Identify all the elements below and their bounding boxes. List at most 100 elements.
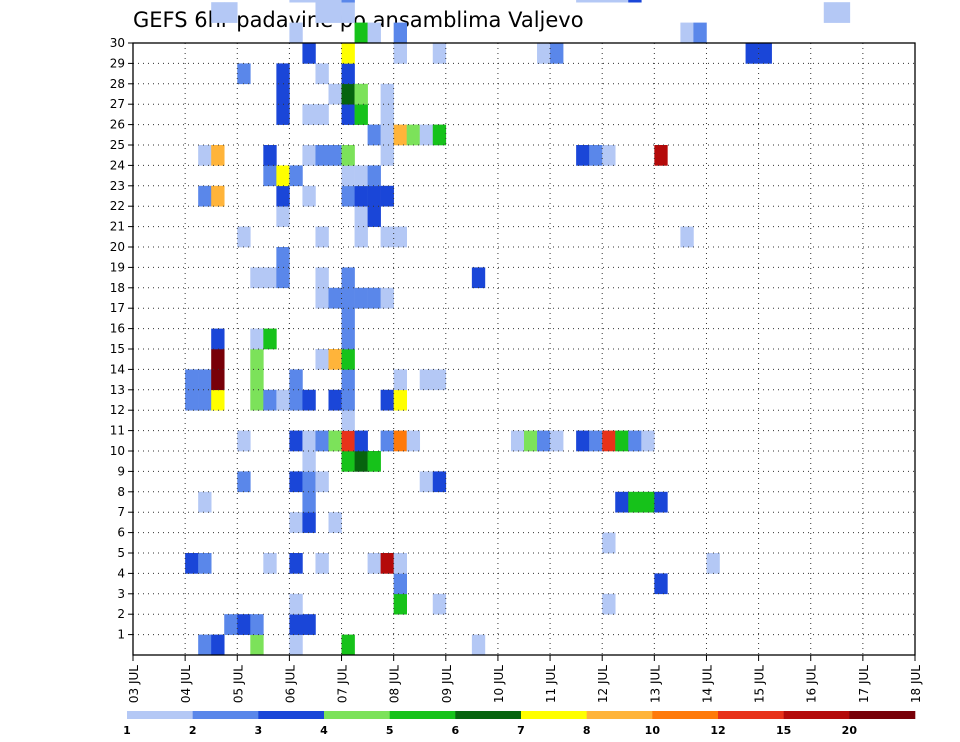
heatmap-cell [237, 63, 251, 85]
heatmap-cell [602, 145, 616, 166]
heatmap-cell [315, 349, 329, 370]
heatmap-cell [289, 369, 303, 391]
heatmap-cell [406, 124, 421, 146]
x-tick-label: 06 JUL [283, 665, 297, 703]
legend-label: 5 [386, 724, 394, 737]
heatmap-cell [393, 573, 407, 595]
y-tick-label: 11 [110, 424, 125, 438]
heatmap-cell [341, 430, 355, 452]
heatmap-cell [341, 267, 355, 289]
heatmap-cell [341, 451, 355, 472]
y-tick-label: 24 [110, 158, 125, 172]
heatmap-cell [263, 328, 277, 350]
heatmap-cell [276, 104, 290, 125]
heatmap-cell [315, 287, 329, 309]
heatmap-cell [341, 2, 355, 23]
heatmap-cell [341, 104, 355, 125]
heatmap-cell [328, 349, 342, 370]
color-legend: 1 2 3 4 5 6 7 8 10 12 15 20 [123, 711, 916, 737]
legend-swatch [389, 711, 456, 719]
heatmap-cell [276, 206, 290, 227]
legend-swatch [324, 711, 390, 719]
heatmap-cell [745, 43, 759, 64]
heatmap-cell [302, 451, 316, 472]
heatmap-cell [237, 614, 251, 635]
y-tick-label: 30 [110, 36, 125, 50]
legend-label: 3 [255, 724, 263, 737]
heatmap-cell [185, 389, 199, 411]
y-tick-label: 29 [110, 56, 125, 70]
heatmap-cell [341, 287, 355, 309]
heatmap-cell [380, 389, 394, 411]
heatmap-cell [380, 226, 394, 248]
heatmap-cell [537, 43, 551, 64]
heatmap-cell [380, 185, 394, 207]
heatmap-cell [758, 43, 772, 64]
x-tick-label: 16 JUL [805, 665, 819, 703]
heatmap-cell [198, 491, 212, 513]
heatmap-cell [237, 471, 251, 493]
legend-swatch [455, 711, 522, 719]
heatmap-cell [680, 22, 694, 44]
heatmap-cells [185, 0, 851, 656]
heatmap-cell [615, 491, 629, 513]
heatmap-cell [354, 185, 368, 207]
heatmap-cell [628, 0, 642, 3]
heatmap-cell [537, 430, 551, 452]
y-tick-label: 8 [117, 485, 125, 499]
heatmap-cell [367, 206, 381, 227]
heatmap-cell [328, 287, 342, 309]
heatmap-cell [263, 389, 277, 411]
heatmap-cell [432, 593, 447, 615]
heatmap-cell [302, 145, 316, 166]
heatmap-cell [419, 124, 434, 146]
heatmap-cell [289, 389, 303, 411]
heatmap-cell [289, 634, 303, 656]
x-tick-label: 18 JUL [909, 665, 923, 703]
heatmap-cell [393, 593, 407, 615]
legend-swatch [258, 711, 325, 719]
heatmap-cell [589, 0, 603, 3]
heatmap-cell [367, 553, 381, 574]
heatmap-cell [471, 267, 486, 289]
heatmap-cell [576, 430, 590, 452]
heatmap-cell [289, 593, 303, 615]
heatmap-cell [302, 471, 316, 493]
heatmap-cell [302, 104, 316, 125]
heatmap-cell [289, 22, 303, 44]
heatmap-cell [315, 104, 329, 125]
heatmap-cell [276, 247, 290, 268]
heatmap-cell [315, 63, 329, 85]
heatmap-cell [354, 451, 368, 472]
heatmap-cell [602, 0, 616, 3]
heatmap-cell [341, 410, 355, 431]
y-tick-label: 1 [117, 628, 125, 642]
legend-label: 7 [517, 724, 525, 737]
y-tick-label: 15 [110, 342, 125, 356]
heatmap-cell [185, 553, 199, 574]
heatmap-cell [432, 369, 447, 391]
heatmap-cell [289, 0, 303, 3]
x-tick-label: 10 JUL [492, 665, 506, 703]
y-tick-label: 14 [110, 362, 125, 376]
heatmap-cell [250, 369, 264, 391]
y-tick-label: 19 [110, 260, 125, 274]
heatmap-cell [341, 369, 355, 391]
heatmap-cell [524, 430, 538, 452]
legend-swatch [849, 711, 916, 719]
heatmap-cell [367, 287, 381, 309]
y-tick-label: 10 [110, 444, 125, 458]
heatmap-cell [302, 491, 316, 513]
legend-label: 15 [776, 724, 791, 737]
heatmap-cell [250, 328, 264, 350]
x-tick-label: 03 JUL [127, 665, 141, 703]
heatmap-cell [341, 349, 355, 370]
x-tick-label: 08 JUL [388, 665, 402, 703]
y-tick-label: 7 [117, 505, 125, 519]
heatmap-cell [367, 165, 381, 187]
x-tick-label: 11 JUL [544, 665, 558, 703]
legend-swatch [718, 711, 784, 719]
heatmap-cell [198, 185, 212, 207]
heatmap-cell [289, 165, 303, 187]
heatmap-cell [263, 165, 277, 187]
